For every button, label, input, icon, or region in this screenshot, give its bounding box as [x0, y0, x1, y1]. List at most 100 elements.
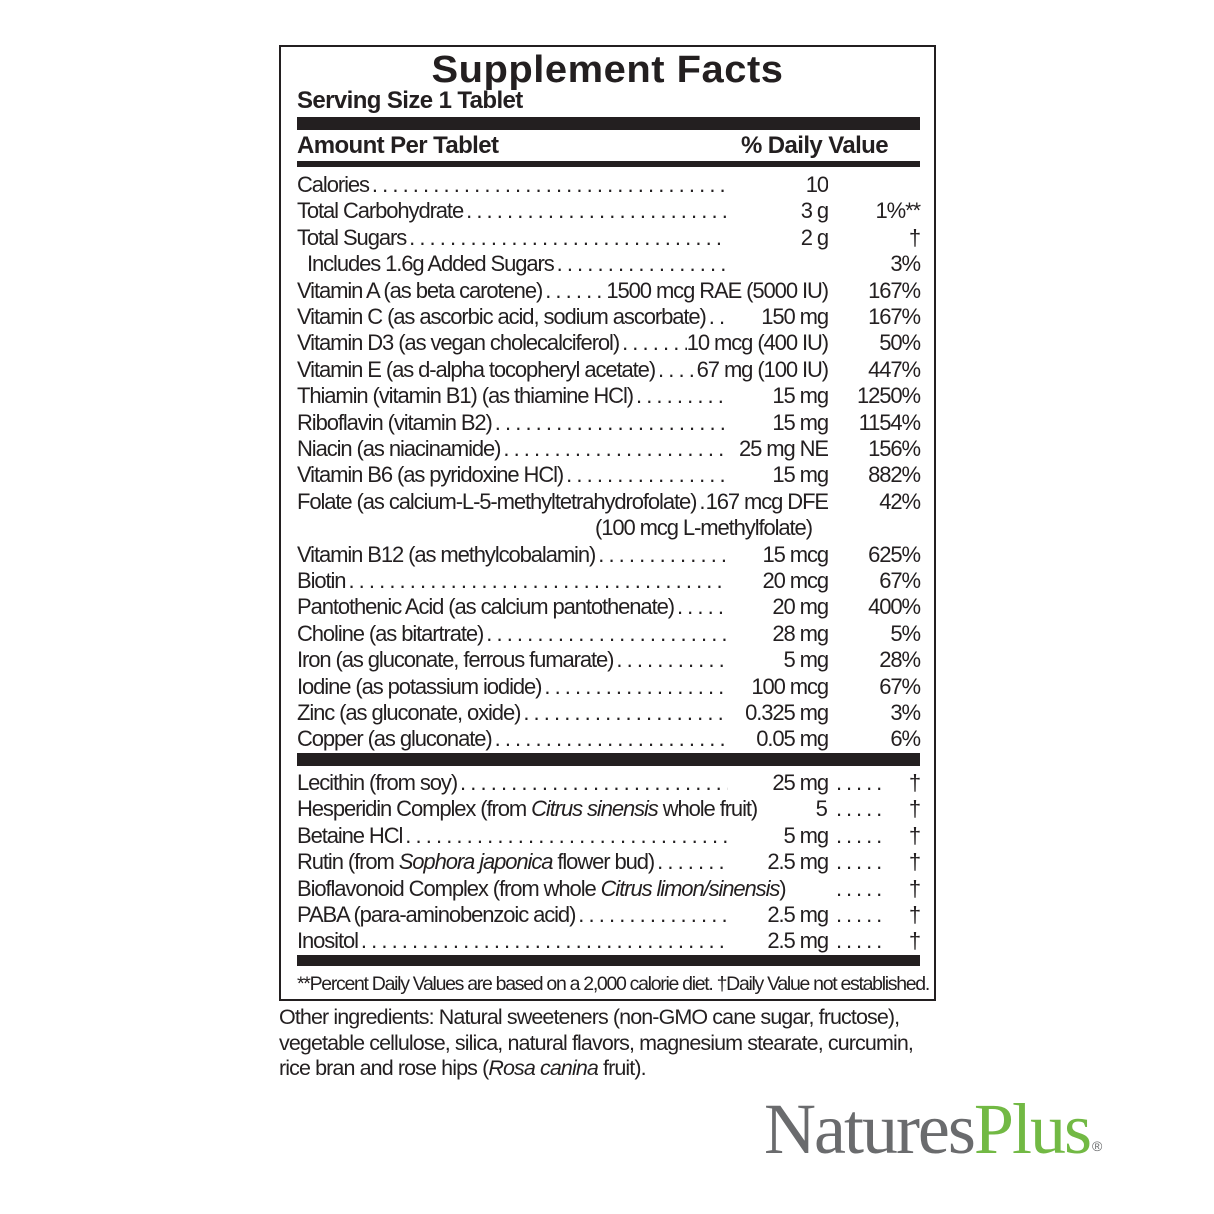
daily-value-symbol: †	[908, 849, 921, 875]
dot-leader	[655, 357, 697, 383]
dot-leader	[402, 823, 728, 849]
amount: 167 mcg DFE	[705, 488, 828, 514]
daily-value: . . . . . †	[828, 928, 921, 954]
daily-value: . . . . . †	[828, 770, 921, 796]
nutrient-name: Hesperidin Complex (from Citrus sinensis…	[297, 796, 759, 822]
dot-leader	[345, 568, 728, 594]
amount	[728, 251, 828, 277]
nutrient-row: Zinc (as gluconate, oxide) 0.325 mg 3%	[297, 699, 921, 726]
amount-note: (100 mcg L-methylfolate)	[595, 515, 813, 541]
row-label: Riboflavin (vitamin B2) 15 mg	[297, 410, 828, 436]
header-amount: Amount Per Tablet	[297, 132, 499, 159]
name-part: Other ingredients: Natural sweeteners (n…	[279, 1005, 914, 1080]
dot-leader: . . . . .	[836, 822, 882, 848]
amount: 2.5 mg	[789, 876, 829, 902]
nutrient-name: Vitamin B6 (as pyridoxine HCl)	[297, 462, 564, 488]
nutrient-name: Zinc (as gluconate, oxide)	[297, 700, 521, 726]
compound-row: Betaine HCl 5 mg . . . . . †	[297, 822, 921, 849]
dot-leader: . . . . .	[836, 902, 882, 927]
daily-value: 625%	[868, 541, 921, 567]
dot-leader	[463, 198, 728, 224]
row-label: PABA (para-aminobenzoic acid) 2.5 mg	[297, 902, 828, 928]
serving-size: Serving Size 1 Tablet	[297, 87, 523, 114]
daily-value-symbol: †	[908, 796, 921, 822]
daily-value: 447%	[868, 356, 921, 382]
compound-row: PABA (para-aminobenzoic acid) 2.5 mg . . …	[297, 901, 921, 928]
amount: 15 mg	[772, 462, 828, 488]
nutrient-row: Copper (as gluconate) 0.05 mg 6%	[297, 725, 921, 752]
amount: 0.05 mg	[756, 726, 828, 752]
dot-leader	[654, 849, 728, 875]
amount: 150 mg	[761, 304, 828, 329]
dot-leader	[619, 330, 687, 356]
compound-row: Rutin (from Sophora japonica flower bud)…	[297, 848, 921, 875]
nutrient-name: PABA (para-aminobenzoic acid)	[297, 902, 576, 928]
daily-value: 6%	[890, 726, 921, 752]
dot-leader	[633, 383, 728, 409]
thick-divider	[297, 753, 920, 766]
amount: 5 mg	[783, 647, 828, 673]
row-label: Vitamin C (as ascorbic acid, sodium asco…	[297, 304, 828, 330]
row-label: Includes 1.6g Added Sugars	[297, 251, 828, 277]
amount: 67 mg (100 IU)	[696, 356, 828, 382]
daily-value: 67%	[879, 568, 921, 593]
row-label: Vitamin D3 (as vegan cholecalciferol) 10…	[297, 330, 828, 356]
name-part: Vitamin B12 (as methylcobalamin)	[297, 541, 596, 567]
amount: 20 mcg	[762, 568, 828, 593]
row-label: Bioflavonoid Complex (from whole Citrus …	[297, 876, 828, 902]
dot-leader	[575, 902, 728, 928]
daily-value: . . . . . †	[828, 875, 921, 902]
name-part: Niacin (as niacinamide)	[297, 436, 501, 461]
italic-name-part: Citrus limon/sinensis	[600, 875, 781, 901]
dot-leader: . . . . .	[836, 875, 882, 901]
daily-value: 42%	[879, 488, 921, 514]
amount: 25 mg NE	[738, 436, 828, 461]
medium-divider	[297, 161, 920, 167]
nutrient-name: Vitamin D3 (as vegan cholecalciferol)	[297, 330, 620, 356]
nutrient-name: Betaine HCl	[297, 823, 403, 849]
nutrient-row: Vitamin C (as ascorbic acid, sodium asco…	[297, 303, 921, 330]
italic-name-part: Rosa canina	[488, 1056, 599, 1080]
dot-leader: . . . . .	[836, 928, 882, 954]
row-label: Rutin (from Sophora japonica flower bud)…	[297, 849, 828, 875]
row-label: Niacin (as niacinamide) 25 mg NE	[297, 436, 828, 462]
amount: 15 mg	[772, 409, 828, 435]
dot-leader	[674, 594, 728, 620]
nutrient-row: Total Sugars 2 g †	[297, 224, 921, 251]
nutrient-name: Iodine (as potassium iodide)	[297, 673, 542, 700]
daily-value: . . . . . †	[828, 822, 921, 849]
nutrient-row: Folate (as calcium-L-5-methyltetrahydrof…	[297, 488, 921, 515]
nutrient-row: Biotin 20 mcg 67%	[297, 567, 921, 594]
name-part: Lecithin (from soy)	[297, 770, 458, 795]
header-daily-value: % Daily Value	[741, 132, 889, 159]
name-part: Thiamin (vitamin B1) (as thiamine HCl)	[297, 383, 634, 409]
italic-name-part: Citrus sinensis	[531, 796, 659, 822]
amount: 5 mg	[815, 796, 828, 822]
amount: 10 mcg (400 IU)	[686, 330, 828, 356]
nutrient-name: Folate (as calcium-L-5-methyltetrahydrof…	[297, 489, 697, 515]
daily-value: . . . . . †	[828, 796, 921, 822]
daily-value: 1154%	[858, 409, 921, 435]
amount: 2.5 mg	[767, 849, 828, 875]
nutrient-name: Thiamin (vitamin B1) (as thiamine HCl)	[297, 383, 634, 409]
footnote: **Percent Daily Values are based on a 2,…	[297, 973, 930, 995]
name-part: Inositol	[297, 928, 359, 954]
dot-leader	[613, 647, 728, 673]
nutrient-name: Bioflavonoid Complex (from whole Citrus …	[297, 875, 787, 902]
daily-value: †	[908, 224, 921, 250]
nutrient-name: Pantothenic Acid (as calcium pantothenat…	[297, 594, 675, 620]
row-label: Inositol 2.5 mg	[297, 928, 828, 954]
nutrient-name: Calories	[297, 172, 370, 198]
name-part: Rutin (from	[297, 849, 399, 875]
dot-leader	[369, 172, 728, 198]
name-part: whole fruit)	[657, 796, 759, 822]
name-part: Iodine (as potassium iodide)	[297, 673, 542, 699]
daily-value: 1250%	[856, 383, 921, 409]
thick-divider	[297, 955, 920, 966]
name-part: flower bud)	[552, 849, 655, 875]
nutrient-name: Copper (as gluconate)	[297, 726, 493, 752]
name-part: Calories	[297, 172, 370, 197]
nutrient-row: Iodine (as potassium iodide) 100 mcg 67%	[297, 673, 921, 700]
daily-value: 50%	[879, 330, 921, 356]
daily-value: 156%	[868, 436, 921, 461]
